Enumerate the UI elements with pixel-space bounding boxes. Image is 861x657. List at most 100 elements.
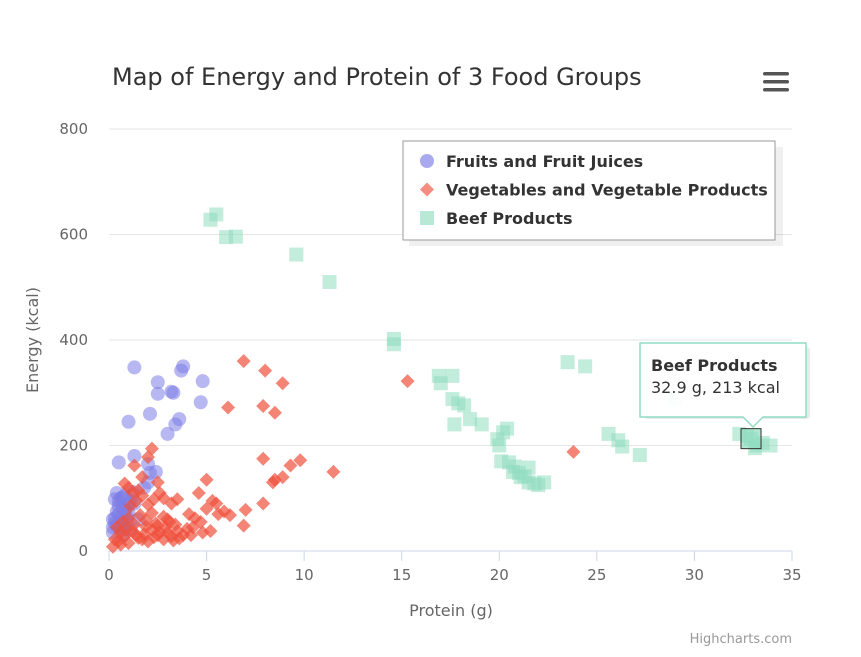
legend-label: Fruits and Fruit Juices <box>446 152 643 171</box>
legend-label: Vegetables and Vegetable Products <box>446 181 768 200</box>
data-point[interactable] <box>185 520 200 535</box>
legend-item[interactable]: Beef Products <box>420 209 573 228</box>
data-point[interactable] <box>209 496 224 511</box>
data-point[interactable] <box>117 476 132 491</box>
data-point[interactable] <box>160 426 175 441</box>
data-point[interactable] <box>166 385 181 400</box>
data-point[interactable] <box>283 458 298 473</box>
legend-label: Beef Products <box>446 209 573 228</box>
data-point[interactable] <box>578 359 593 374</box>
data-point[interactable] <box>115 490 130 505</box>
tooltip-title: Beef Products <box>651 356 778 375</box>
data-point[interactable] <box>513 470 528 485</box>
data-point[interactable] <box>492 438 507 453</box>
legend-marker-square-icon[interactable] <box>420 211 434 225</box>
data-point[interactable] <box>135 470 150 485</box>
data-point[interactable] <box>150 386 165 401</box>
legend-marker-circle-icon[interactable] <box>420 154 434 168</box>
data-point[interactable] <box>500 421 515 436</box>
x-tick-label: 10 <box>295 566 314 584</box>
data-point[interactable] <box>172 531 187 546</box>
data-point[interactable] <box>209 207 224 222</box>
x-tick-label: 5 <box>202 566 212 584</box>
credits-link[interactable]: Highcharts.com <box>690 632 792 647</box>
legend-item[interactable]: Vegetables and Vegetable Products <box>420 181 768 200</box>
data-point[interactable] <box>191 485 206 500</box>
y-axis-title: Energy (kcal) <box>23 287 42 393</box>
legend-marker-diamond-icon[interactable] <box>420 182 434 197</box>
data-point[interactable] <box>193 395 208 410</box>
data-point[interactable] <box>195 374 210 389</box>
data-point[interactable] <box>119 522 134 537</box>
data-point[interactable] <box>113 537 128 552</box>
data-point[interactable] <box>228 229 243 244</box>
data-point[interactable] <box>170 492 185 507</box>
data-point[interactable] <box>445 368 460 383</box>
data-point[interactable] <box>221 400 236 415</box>
data-point[interactable] <box>256 451 271 466</box>
data-point[interactable] <box>121 414 136 429</box>
data-point[interactable] <box>144 441 159 456</box>
data-point[interactable] <box>150 375 165 390</box>
hovered-point[interactable] <box>740 428 762 450</box>
data-point[interactable] <box>148 516 163 531</box>
data-point[interactable] <box>127 360 142 375</box>
data-point[interactable] <box>433 376 448 391</box>
data-point[interactable] <box>176 359 191 374</box>
data-point[interactable] <box>142 406 157 421</box>
data-point[interactable] <box>127 458 142 473</box>
data-point[interactable] <box>566 444 581 459</box>
y-tick-label: 0 <box>78 542 88 560</box>
x-axis-ticks: 0 5 10 15 20 25 30 35 <box>104 551 802 584</box>
data-point[interactable] <box>447 417 462 432</box>
data-point[interactable] <box>203 523 218 538</box>
data-point[interactable] <box>386 337 401 352</box>
data-point[interactable] <box>258 363 273 378</box>
data-point[interactable] <box>256 496 271 511</box>
data-point[interactable] <box>537 475 552 490</box>
data-point[interactable] <box>199 472 214 487</box>
y-tick-label: 400 <box>59 331 88 349</box>
y-tick-label: 600 <box>59 226 88 244</box>
data-point[interactable] <box>457 398 472 413</box>
data-point[interactable] <box>111 455 126 470</box>
x-tick-label: 20 <box>490 566 509 584</box>
data-point[interactable] <box>256 398 271 413</box>
data-point[interactable] <box>632 447 647 462</box>
data-point[interactable] <box>144 506 159 521</box>
tooltip-value: 32.9 g, 213 kcal <box>651 378 780 397</box>
data-point[interactable] <box>172 412 187 427</box>
data-point[interactable] <box>222 508 237 523</box>
y-tick-label: 800 <box>59 120 88 138</box>
data-point[interactable] <box>236 518 251 533</box>
hamburger-menu-icon[interactable] <box>755 64 797 100</box>
data-point[interactable] <box>463 412 478 427</box>
x-axis-title: Protein (g) <box>409 601 493 620</box>
data-point[interactable] <box>763 438 778 453</box>
data-point[interactable] <box>615 439 630 454</box>
data-point[interactable] <box>267 405 282 420</box>
data-point[interactable] <box>293 453 308 468</box>
data-point[interactable] <box>135 532 150 547</box>
data-point[interactable] <box>125 484 140 499</box>
data-point[interactable] <box>289 247 304 262</box>
data-point[interactable] <box>148 464 163 479</box>
data-point[interactable] <box>400 374 415 389</box>
data-point[interactable] <box>150 475 165 490</box>
plot-area <box>105 207 778 554</box>
legend: Fruits and Fruit Juices Vegetables and Ve… <box>402 140 783 246</box>
data-point[interactable] <box>560 355 575 370</box>
data-point[interactable] <box>168 517 183 532</box>
data-point[interactable] <box>236 354 251 369</box>
data-point[interactable] <box>238 502 253 517</box>
data-point[interactable] <box>127 449 142 464</box>
data-point[interactable] <box>275 470 290 485</box>
data-point[interactable] <box>322 274 337 289</box>
data-point[interactable] <box>474 417 489 432</box>
x-tick-label: 25 <box>587 566 606 584</box>
legend-item[interactable]: Fruits and Fruit Juices <box>420 152 643 171</box>
y-tick-label: 200 <box>59 437 88 455</box>
data-point[interactable] <box>326 464 341 479</box>
data-point[interactable] <box>275 376 290 391</box>
